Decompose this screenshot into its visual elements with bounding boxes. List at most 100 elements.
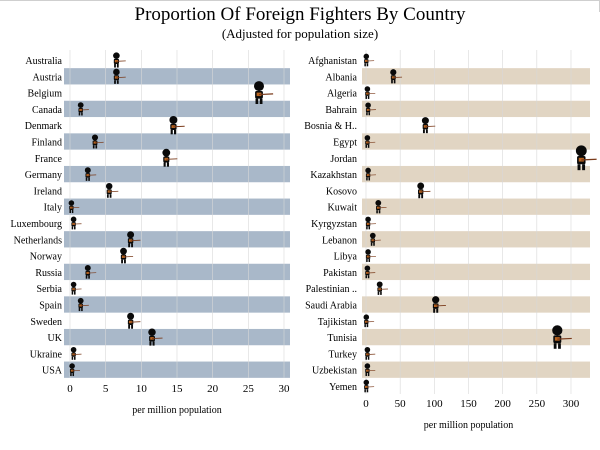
category-label: UK: [48, 333, 63, 344]
tick-label: 10: [136, 383, 148, 395]
data-point-fighter: [70, 346, 82, 360]
row-band: [362, 263, 590, 281]
category-label: Lebanon: [322, 235, 357, 246]
category-label: Yemen: [329, 382, 357, 393]
data-point-fighter: [365, 249, 376, 262]
category-label: Kosovo: [326, 186, 357, 197]
data-point-fighter: [364, 86, 376, 99]
data-point-fighter: [552, 325, 572, 349]
data-point-fighter: [68, 200, 80, 214]
data-point-fighter: [363, 314, 375, 328]
category-label: Kuwait: [328, 203, 358, 214]
tick-label: 50: [395, 398, 407, 410]
category-label: Bahrain: [325, 105, 357, 116]
data-point-fighter: [113, 52, 126, 68]
data-point-fighter: [375, 199, 387, 214]
category-label: Luxembourg: [11, 219, 62, 230]
chart-subtitle: (Adjusted for population size): [221, 26, 379, 41]
data-point-fighter: [364, 363, 376, 377]
category-label: Saudi Arabia: [305, 301, 357, 312]
category-label: Turkey: [328, 349, 357, 360]
x-axis-label: per million population: [132, 405, 221, 416]
data-point-fighter: [364, 135, 376, 148]
data-point-fighter: [364, 265, 376, 279]
category-label: Canada: [32, 105, 63, 116]
data-point-fighter: [105, 182, 119, 198]
chart-title: Proportion Of Foreign Fighters By Countr…: [134, 4, 466, 25]
data-point-fighter: [365, 102, 376, 116]
chart-panel-left: Australia Austria Belgium Canada Denmark Finl…: [11, 50, 290, 416]
tick-label: 20: [207, 383, 219, 395]
category-label: Albania: [325, 72, 357, 83]
row-band: [362, 296, 590, 313]
data-point-fighter: [148, 328, 163, 346]
data-point-fighter: [113, 68, 126, 84]
data-point-fighter: [127, 312, 141, 329]
tick-label: 150: [460, 398, 477, 410]
category-label: Libya: [334, 252, 358, 263]
data-point-fighter: [369, 232, 381, 246]
data-point-fighter: [363, 53, 375, 67]
tick-label: 30: [279, 383, 291, 395]
category-label: Denmark: [25, 121, 62, 132]
category-label: Australia: [25, 56, 62, 67]
category-label: Belgium: [28, 89, 63, 100]
category-label: Norway: [30, 252, 62, 263]
category-label: Russia: [35, 268, 62, 279]
data-point-fighter: [376, 281, 388, 295]
data-point-fighter: [390, 69, 403, 84]
category-label: Serbia: [36, 284, 62, 295]
category-label: Afghanistan: [308, 56, 357, 67]
data-point-fighter: [77, 102, 89, 116]
category-label: Jordan: [330, 154, 357, 165]
category-label: Sweden: [30, 317, 62, 328]
category-label: Kazakhstan: [310, 170, 357, 181]
data-point-fighter: [70, 216, 82, 230]
category-label: Ireland: [34, 186, 62, 197]
data-point-fighter: [77, 297, 89, 312]
tick-label: 15: [172, 383, 184, 395]
category-label: France: [35, 154, 63, 165]
category-label: USA: [42, 366, 63, 377]
category-label: Tunisia: [327, 333, 357, 344]
category-label: Algeria: [327, 89, 358, 100]
category-label: Uzbekistan: [312, 366, 357, 377]
data-point-fighter: [365, 216, 376, 230]
data-point-fighter: [364, 346, 376, 360]
data-point-fighter: [120, 247, 134, 264]
tick-label: 25: [243, 383, 255, 395]
data-point-fighter: [421, 117, 436, 134]
category-label: Germany: [25, 170, 62, 181]
data-point-fighter: [127, 231, 141, 248]
row-band: [362, 361, 590, 378]
category-label: Spain: [39, 301, 62, 312]
row-band: [362, 328, 590, 346]
row-band: [362, 231, 590, 248]
category-label: Egypt: [333, 138, 357, 149]
data-point-fighter: [365, 167, 376, 181]
category-label: Italy: [44, 203, 62, 214]
category-label: Kyrgyzstan: [311, 219, 357, 230]
category-label: Bosnia & H..: [304, 121, 357, 132]
chart-panel-right: Afghanistan Albania Algeria Bahrain Bosnia &…: [304, 50, 597, 431]
category-label: Ukraine: [30, 349, 63, 360]
category-label: Austria: [33, 72, 63, 83]
data-point-fighter: [417, 182, 431, 199]
data-point-fighter: [169, 116, 185, 135]
row-band: [362, 68, 590, 85]
data-point-fighter: [70, 281, 82, 295]
data-point-fighter: [84, 167, 97, 181]
data-point-fighter: [91, 134, 104, 149]
data-point-fighter: [162, 148, 178, 167]
row-band: [362, 100, 590, 118]
tick-label: 200: [494, 398, 511, 410]
row-band: [362, 198, 590, 215]
data-point-fighter: [69, 363, 80, 377]
tick-label: 100: [426, 398, 443, 410]
tick-label: 0: [363, 398, 369, 410]
row-band: [362, 133, 590, 150]
category-label: Tajikistan: [318, 317, 357, 328]
data-point-fighter: [254, 81, 274, 105]
category-label: Palestinian ..: [306, 284, 357, 295]
